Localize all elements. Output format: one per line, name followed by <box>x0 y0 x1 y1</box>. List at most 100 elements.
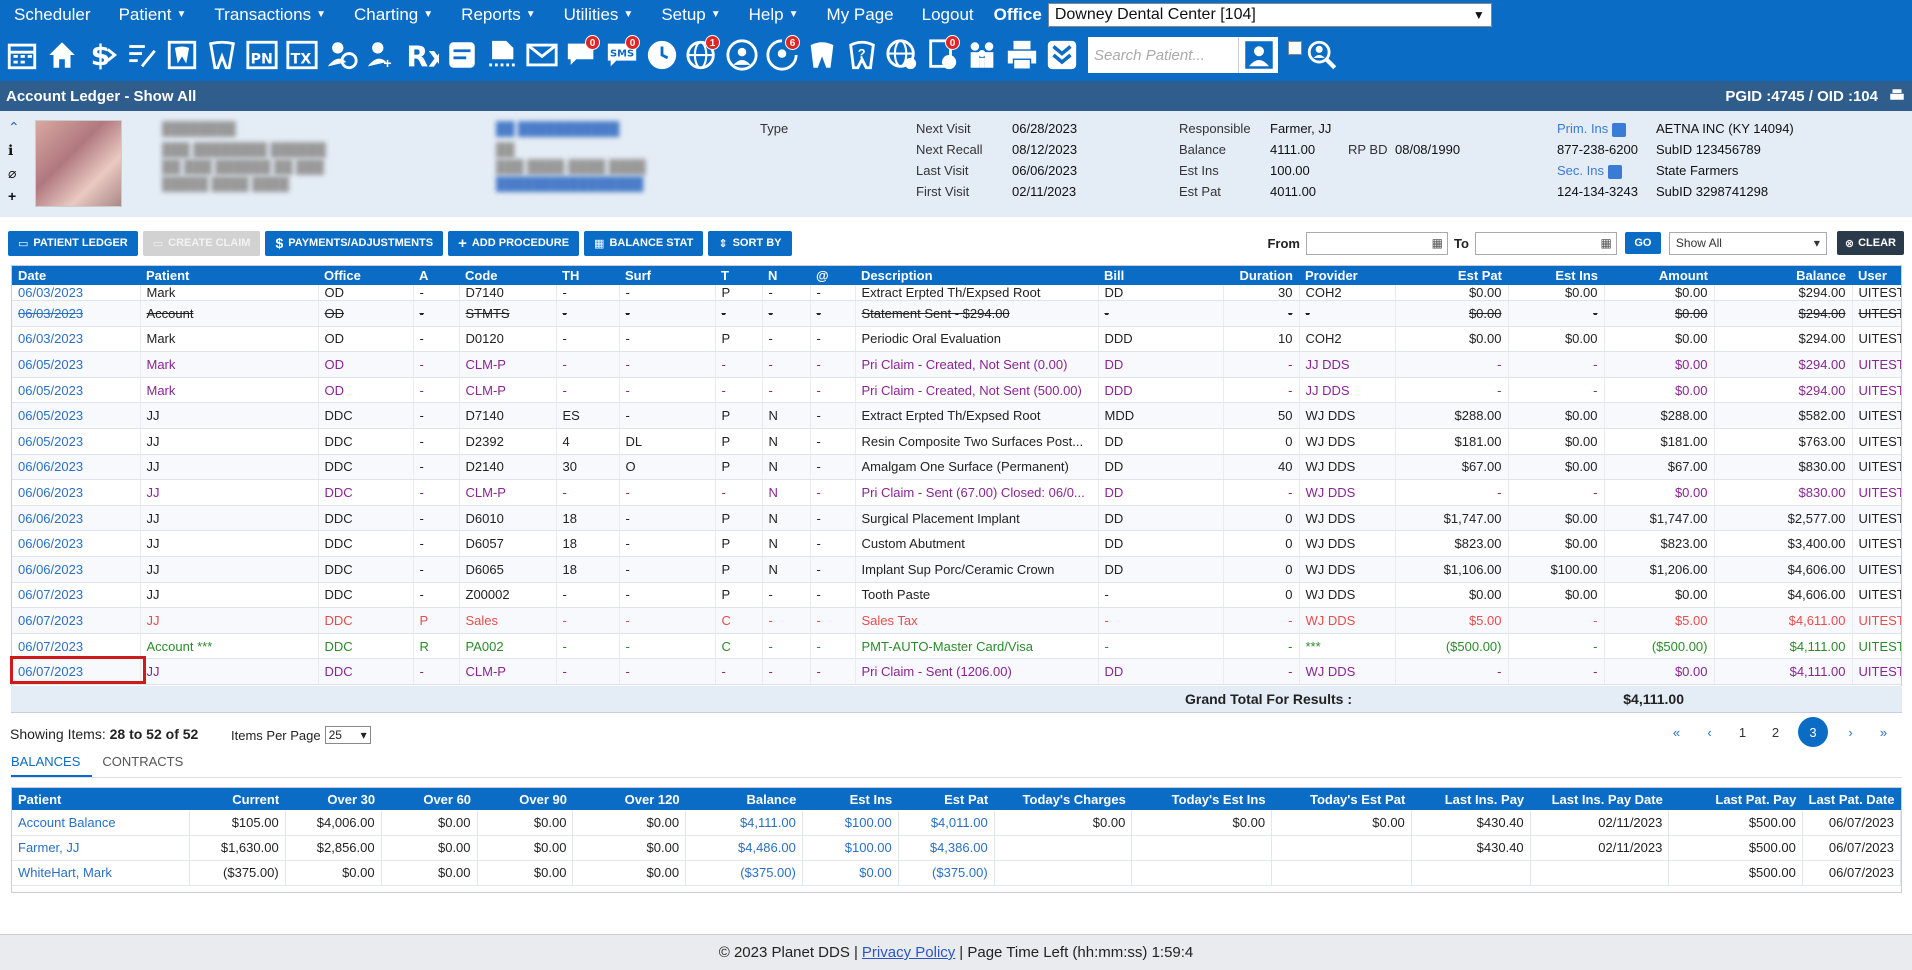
table-row[interactable]: 06/03/2023 Mark OD - D7140- - P - - Extract Erpte… <box>12 285 1901 301</box>
table-row[interactable]: 06/05/2023 JJ DDC - D2392 4 DL P N - Resin Composi… <box>12 428 1901 455</box>
nav-item-reports[interactable]: Reports ▼ <box>447 0 549 29</box>
clock-icon[interactable] <box>642 32 682 78</box>
col-header[interactable]: A <box>413 266 459 285</box>
nav-item-patient[interactable]: Patient ▼ <box>105 0 201 29</box>
nav-item-utilities[interactable]: Utilities ▼ <box>550 0 648 29</box>
sms-icon[interactable]: SMS 0 <box>602 32 642 78</box>
dollar-icon[interactable]: $ <box>82 32 122 78</box>
page-1-button[interactable]: 1 <box>1738 724 1747 740</box>
date-link[interactable]: 06/06/2023 <box>12 556 141 583</box>
tab-contracts[interactable]: CONTRACTS <box>102 754 184 769</box>
search-all-checkbox[interactable] <box>1288 41 1302 55</box>
create-claim-button[interactable]: ▭ CREATE CLAIM <box>142 230 261 256</box>
next-page-button[interactable]: › <box>1848 724 1853 740</box>
web-user-icon[interactable]: 1 <box>682 32 722 78</box>
col-header[interactable]: Duration <box>1223 266 1299 285</box>
last-page-button[interactable]: » <box>1879 724 1888 740</box>
date-link[interactable]: 06/07/2023 <box>12 607 141 634</box>
web-users-icon[interactable] <box>722 32 762 78</box>
col-header[interactable]: TH <box>556 266 619 285</box>
info-icon[interactable]: ℹ <box>8 142 14 158</box>
tooth-icon[interactable] <box>802 32 842 78</box>
edit-sec-ins-icon[interactable] <box>1607 164 1622 179</box>
items-per-page-select[interactable]: 25 ▾ <box>324 726 371 744</box>
progress-notes-icon[interactable]: PN <box>242 32 282 78</box>
col-header[interactable]: T <box>715 266 762 285</box>
date-link[interactable]: 06/07/2023 <box>12 658 141 685</box>
nav-item-logout[interactable]: Logout <box>908 0 988 29</box>
col-header[interactable]: N <box>762 266 810 285</box>
col-header[interactable]: Description <box>855 266 1098 285</box>
globe-icon[interactable] <box>882 32 922 78</box>
calendar-icon[interactable] <box>2 32 42 78</box>
date-link[interactable]: 06/06/2023 <box>12 454 141 481</box>
page-2-button[interactable]: 2 <box>1771 724 1780 740</box>
office-select[interactable]: Downey Dental Center [104] ▼ <box>1047 2 1492 27</box>
tab-balances[interactable]: BALANCES <box>11 754 93 777</box>
patient-search-button[interactable] <box>1238 37 1278 73</box>
nav-item-help[interactable]: Help ▼ <box>735 0 813 29</box>
treatment-plan-icon[interactable]: TX <box>282 32 322 78</box>
balance-patient-link[interactable]: WhiteHart, Mark <box>12 860 190 886</box>
col-header[interactable]: Est Pat <box>1395 266 1508 285</box>
calendar-small-icon[interactable]: ▦ <box>1431 236 1443 250</box>
scan-document-icon[interactable] <box>482 32 522 78</box>
patient-ledger-button[interactable]: ▭ PATIENT LEDGER <box>8 230 138 256</box>
date-link[interactable]: 06/03/2023 <box>12 285 141 301</box>
table-row[interactable]: 06/06/2023 JJ DDC - D6065 18- P N - Implant Sup P… <box>12 556 1901 583</box>
date-link[interactable]: 06/07/2023 <box>12 633 141 660</box>
add-procedure-button[interactable]: + ADD PROCEDURE <box>448 230 580 256</box>
date-link[interactable]: 06/03/2023 <box>12 300 141 327</box>
document-icon[interactable] <box>442 32 482 78</box>
table-row[interactable]: 06/06/2023 JJ DDC - D2140 30 O P N - Amalgam One S… <box>12 454 1901 481</box>
collapse-down-icon[interactable] <box>1042 32 1082 78</box>
perio-chart-icon[interactable] <box>202 32 242 78</box>
add-referral-icon[interactable] <box>322 32 362 78</box>
balance-patient-link[interactable]: Farmer, JJ <box>12 835 190 861</box>
date-link[interactable]: 06/06/2023 <box>12 505 141 532</box>
date-link[interactable]: 06/06/2023 <box>12 479 141 506</box>
nav-item-my-page[interactable]: My Page <box>813 0 908 29</box>
collapse-up-icon[interactable]: ⌃ <box>8 119 20 135</box>
help-tooth-icon[interactable]: ? <box>842 32 882 78</box>
date-link[interactable]: 06/05/2023 <box>12 351 141 378</box>
col-header[interactable]: Est Ins <box>1508 266 1604 285</box>
page-3-button[interactable]: 3 <box>1798 717 1828 747</box>
table-row[interactable]: 06/05/2023 JJ DDC - D7140 ES - P N - Extract Erpte… <box>12 402 1901 429</box>
messages-icon[interactable]: 0 <box>562 32 602 78</box>
clear-button[interactable]: ⊗ CLEAR <box>1836 231 1904 255</box>
show-filter-select[interactable]: Show All ▾ <box>1668 231 1827 255</box>
date-link[interactable]: 06/03/2023 <box>12 326 141 353</box>
bill-check-icon[interactable]: 0 <box>922 32 962 78</box>
email-icon[interactable] <box>522 32 562 78</box>
nav-item-transactions[interactable]: Transactions ▼ <box>200 0 340 29</box>
prim-ins-link[interactable]: Prim. Ins <box>1557 121 1627 137</box>
patient-search-input[interactable]: Search Patient... <box>1088 37 1238 73</box>
edit-ins-icon[interactable] <box>1612 122 1627 137</box>
recall-icon[interactable]: 6 <box>762 32 802 78</box>
table-row[interactable]: 06/06/2023 JJ DDC - CLM-P - - - N - Pri Claim - Se… <box>12 479 1901 506</box>
from-date-input[interactable]: ▦ <box>1305 231 1448 255</box>
privacy-policy-link[interactable]: Privacy Policy <box>861 944 956 961</box>
date-link[interactable]: 06/05/2023 <box>12 402 141 429</box>
col-header[interactable]: Office <box>318 266 413 285</box>
col-header[interactable]: Date <box>12 266 140 285</box>
to-date-input[interactable]: ▦ <box>1474 231 1617 255</box>
payments-adjustments-button[interactable]: $ PAYMENTS/ADJUSTMENTS <box>265 230 444 256</box>
calendar-small-icon-to[interactable]: ▦ <box>1600 236 1612 250</box>
tooth-chart-icon[interactable] <box>162 32 202 78</box>
table-row[interactable]: 06/07/2023 JJ DDC P Sales - - C - - Sales Tax - - WJ … <box>12 607 1901 634</box>
col-header[interactable]: Bill <box>1098 266 1223 285</box>
table-row[interactable]: 06/06/2023 JJ DDC - D6057 18- P N - Custom Abutme… <box>12 530 1901 557</box>
table-row[interactable]: 06/05/2023 Mark OD - CLM-P - - - - - Pri Claim - C… <box>12 377 1901 404</box>
col-header[interactable]: Patient <box>140 266 318 285</box>
home-icon[interactable] <box>42 32 82 78</box>
table-row[interactable]: 06/07/2023 Account *** DDC R PA002- - C - - PMT-A… <box>12 633 1901 660</box>
prescription-icon[interactable]: Rx <box>402 32 442 78</box>
family-icon[interactable] <box>962 32 1002 78</box>
col-header[interactable]: Balance <box>1714 266 1852 285</box>
table-row[interactable]: 06/03/2023 Mark OD - D0120- - P - - Periodic Oral… <box>12 326 1901 353</box>
sec-ins-link[interactable]: Sec. Ins <box>1557 163 1622 179</box>
table-row[interactable]: 06/07/2023 JJ DDC - Z00002- - P - - Tooth Paste -0… <box>12 582 1901 609</box>
col-header[interactable]: Amount <box>1604 266 1714 285</box>
